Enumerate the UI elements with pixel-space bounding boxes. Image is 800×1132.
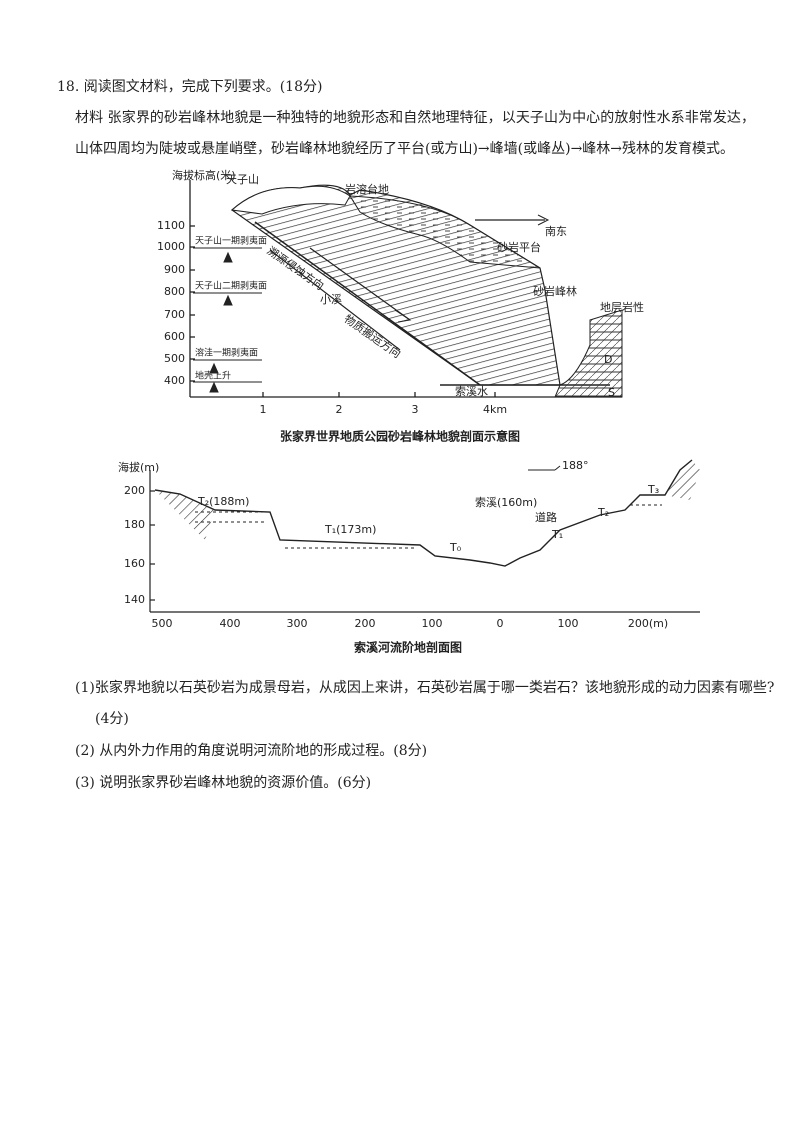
x-tick-label: 200 bbox=[355, 617, 376, 630]
y-tick-label: 140 bbox=[124, 593, 145, 606]
label: 小溪 bbox=[320, 293, 342, 306]
label: D bbox=[604, 353, 612, 366]
x-tick-label: 1 bbox=[260, 403, 267, 416]
y-axis-label: 海拔(m) bbox=[118, 460, 159, 474]
x-tick-label: 200(m) bbox=[628, 617, 668, 630]
y-tick-label: 400 bbox=[164, 374, 185, 387]
caption: 索溪河流阶地剖面图 bbox=[354, 640, 462, 655]
label: 地层岩性 bbox=[600, 300, 644, 314]
y-tick-label: 180 bbox=[124, 518, 145, 531]
material: 材料 张家界的砂岩峰林地貌是一种独特的地貌形态和自然地理特征，以天子山为中心的放… bbox=[75, 110, 755, 157]
label: 索溪(160m) bbox=[475, 495, 537, 509]
y-tick-label: 160 bbox=[124, 557, 145, 570]
label: T₀ bbox=[449, 541, 462, 554]
x-tick-label: 2 bbox=[336, 403, 343, 416]
x-tick-label: 3 bbox=[412, 403, 419, 416]
y-tick-label: 1000 bbox=[157, 240, 185, 253]
subquestion: (3) 说明张家界砂岩峰林地貌的资源价值。(6分) bbox=[75, 775, 372, 791]
y-tick-label: 800 bbox=[164, 285, 185, 298]
x-tick-label: 300 bbox=[287, 617, 308, 630]
x-tick-label: 500 bbox=[152, 617, 173, 630]
y-axis-label: 海拔标高(米) bbox=[172, 168, 236, 182]
label: 天子山一期剥夷面 bbox=[195, 235, 267, 247]
axes bbox=[189, 180, 622, 398]
y-tick-label: 700 bbox=[164, 308, 185, 321]
label: 道路 bbox=[535, 510, 557, 524]
label: 溶洼一期剥夷面 bbox=[195, 347, 258, 359]
label: 索溪水 bbox=[455, 384, 488, 398]
label: 地壳上升 bbox=[195, 370, 231, 382]
figure-2: 海拔(m) 200 180 160 140 500 400 300 200 10… bbox=[118, 459, 700, 655]
score: (4分) bbox=[95, 711, 129, 727]
label: T₃ bbox=[647, 483, 659, 496]
label: S bbox=[608, 386, 615, 399]
landform bbox=[230, 184, 623, 398]
x-tick-label: 100 bbox=[558, 617, 579, 630]
x-tick-label: 400 bbox=[220, 617, 241, 630]
axes bbox=[149, 470, 700, 613]
subquestion: (2) 从内外力作用的角度说明河流阶地的形成过程。(8分) bbox=[75, 743, 428, 759]
profile bbox=[154, 459, 700, 567]
x-tick-label: 4km bbox=[483, 403, 507, 416]
x-tick-label: 0 bbox=[497, 617, 504, 630]
label: 南东 bbox=[545, 225, 567, 238]
label: T₁ bbox=[551, 528, 563, 541]
label: 砂岩峰林 bbox=[533, 284, 577, 298]
label: 砂岩平台 bbox=[497, 240, 541, 254]
y-tick-label: 1100 bbox=[157, 219, 185, 232]
label: 天子山二期剥夷面 bbox=[195, 280, 267, 292]
surfaces bbox=[193, 247, 262, 393]
label: T₁(173m) bbox=[324, 523, 376, 536]
label: T₂(188m) bbox=[197, 495, 249, 508]
label: 天子山 bbox=[226, 173, 259, 186]
y-tick-label: 200 bbox=[124, 484, 145, 497]
label: T₂ bbox=[597, 506, 609, 519]
label: 岩溶台地 bbox=[345, 182, 389, 196]
y-tick-label: 600 bbox=[164, 330, 185, 343]
question-title: 18. 阅读图文材料，完成下列要求。(18分) bbox=[57, 79, 323, 95]
subquestion: (1)张家界地貌以石英砂岩为成景母岩，从成因上来讲，石英砂岩属于哪一类岩石？该地… bbox=[75, 680, 775, 696]
y-tick-label: 500 bbox=[164, 352, 185, 365]
x-tick-label: 100 bbox=[422, 617, 443, 630]
label: 188° bbox=[562, 459, 589, 472]
figure-1: 海拔标高(米) 1100 1000 900 800 700 600 500 40… bbox=[157, 168, 644, 444]
y-tick-label: 900 bbox=[164, 263, 185, 276]
caption: 张家界世界地质公园砂岩峰林地貌剖面示意图 bbox=[280, 429, 520, 444]
